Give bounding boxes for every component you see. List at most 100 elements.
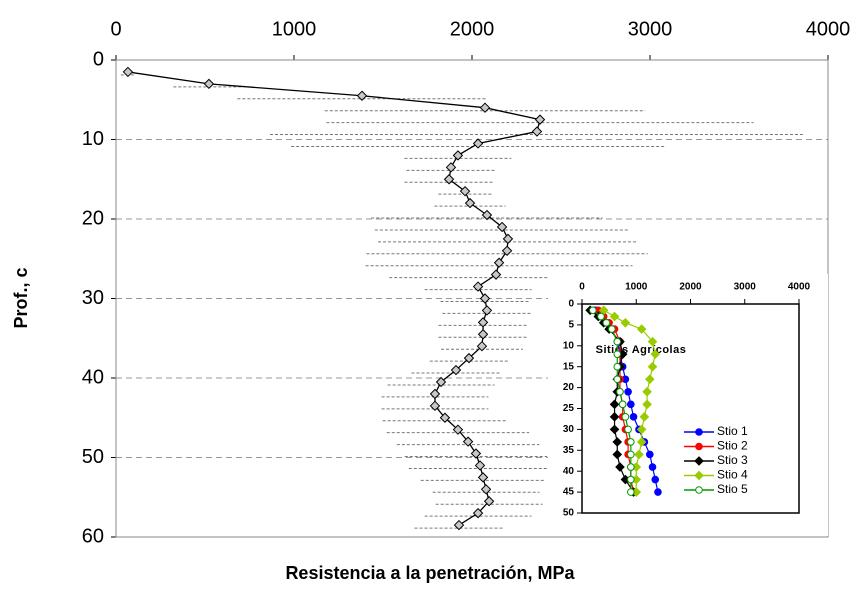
y-tick-label: 15 — [563, 361, 575, 372]
marker — [650, 349, 661, 359]
marker — [627, 475, 635, 484]
marker — [651, 475, 660, 484]
point — [477, 472, 489, 483]
legend-marker — [694, 470, 704, 481]
marker — [609, 311, 620, 322]
y-tick-label: 45 — [563, 487, 575, 498]
point — [479, 293, 491, 304]
marker — [613, 350, 622, 358]
point — [477, 317, 489, 328]
x-axis-label: Resistencia a la penetración, MPa — [285, 563, 575, 583]
marker — [609, 424, 620, 435]
point — [450, 364, 462, 376]
point — [443, 174, 455, 185]
point — [483, 496, 495, 507]
marker — [589, 306, 597, 315]
point — [445, 162, 457, 173]
point — [203, 78, 215, 90]
marker — [613, 375, 622, 384]
marker — [642, 386, 652, 397]
x-tick-label: 1000 — [272, 18, 317, 40]
point — [531, 126, 543, 137]
x-tick-label: 1000 — [625, 282, 648, 293]
point — [452, 150, 464, 161]
y-tick-label: 5 — [568, 320, 574, 331]
plot-frame — [581, 303, 800, 514]
y-tick-label: 20 — [82, 207, 104, 229]
legend-label: Stio 4 — [717, 468, 748, 482]
x-tick-label: 3000 — [628, 18, 673, 40]
legend-label: Stio 2 — [717, 439, 748, 453]
marker — [636, 424, 647, 435]
y-tick-label: 30 — [82, 287, 104, 309]
y-tick-label: 50 — [563, 508, 575, 519]
point — [477, 329, 489, 340]
x-tick-label: 2000 — [679, 282, 702, 293]
point — [356, 90, 368, 101]
point — [464, 197, 476, 209]
x-tick-label: 3000 — [734, 282, 757, 293]
point — [474, 460, 486, 471]
legend-marker — [694, 456, 704, 466]
marker — [620, 318, 631, 328]
marker — [624, 425, 632, 434]
y-tick-label: 30 — [563, 424, 575, 435]
point — [472, 507, 484, 519]
point — [435, 376, 447, 388]
y-tick-label: 0 — [568, 299, 574, 310]
y-tick-label: 10 — [563, 340, 575, 351]
legend-marker — [695, 486, 703, 494]
legend-marker — [695, 428, 703, 436]
point — [479, 102, 491, 113]
marker — [627, 488, 635, 496]
legend-label: Stio 3 — [717, 453, 748, 467]
marker — [615, 462, 625, 472]
marker — [646, 450, 654, 459]
y-tick-label: 35 — [563, 445, 575, 456]
x-tick-label: 4000 — [806, 18, 851, 40]
point — [453, 519, 465, 531]
marker — [642, 399, 652, 410]
marker — [613, 337, 622, 346]
point — [452, 424, 464, 435]
marker — [629, 413, 638, 421]
marker — [608, 325, 616, 333]
marker — [648, 463, 657, 471]
legend-label: Stio 1 — [717, 424, 748, 438]
y-tick-label: 50 — [82, 446, 104, 468]
y-tick-label: 25 — [563, 403, 575, 414]
point — [481, 305, 493, 316]
marker — [612, 437, 623, 447]
point — [459, 185, 471, 197]
marker — [627, 450, 635, 459]
marker — [636, 324, 647, 334]
point — [501, 245, 513, 257]
marker — [597, 312, 605, 321]
marker — [627, 400, 635, 409]
point — [429, 400, 441, 412]
marker — [654, 488, 662, 496]
marker — [647, 361, 658, 372]
point — [470, 448, 482, 459]
marker — [634, 449, 644, 460]
y-tick-label: 20 — [563, 382, 575, 393]
legend-label: Stio 5 — [717, 482, 748, 496]
marker — [627, 438, 635, 446]
point — [496, 221, 508, 233]
marker — [627, 463, 635, 471]
y-tick-label: 40 — [563, 466, 575, 477]
point — [472, 138, 484, 149]
y-tick-label: 10 — [82, 128, 104, 150]
marker — [612, 449, 623, 460]
marker — [602, 319, 611, 327]
y-axis-label: Prof., c — [11, 267, 31, 328]
marker — [645, 374, 655, 385]
point — [490, 269, 502, 280]
point — [463, 352, 475, 364]
point — [534, 114, 546, 125]
point — [122, 66, 134, 78]
point — [476, 340, 488, 352]
x-tick-label: 2000 — [450, 18, 495, 40]
point — [480, 484, 492, 495]
